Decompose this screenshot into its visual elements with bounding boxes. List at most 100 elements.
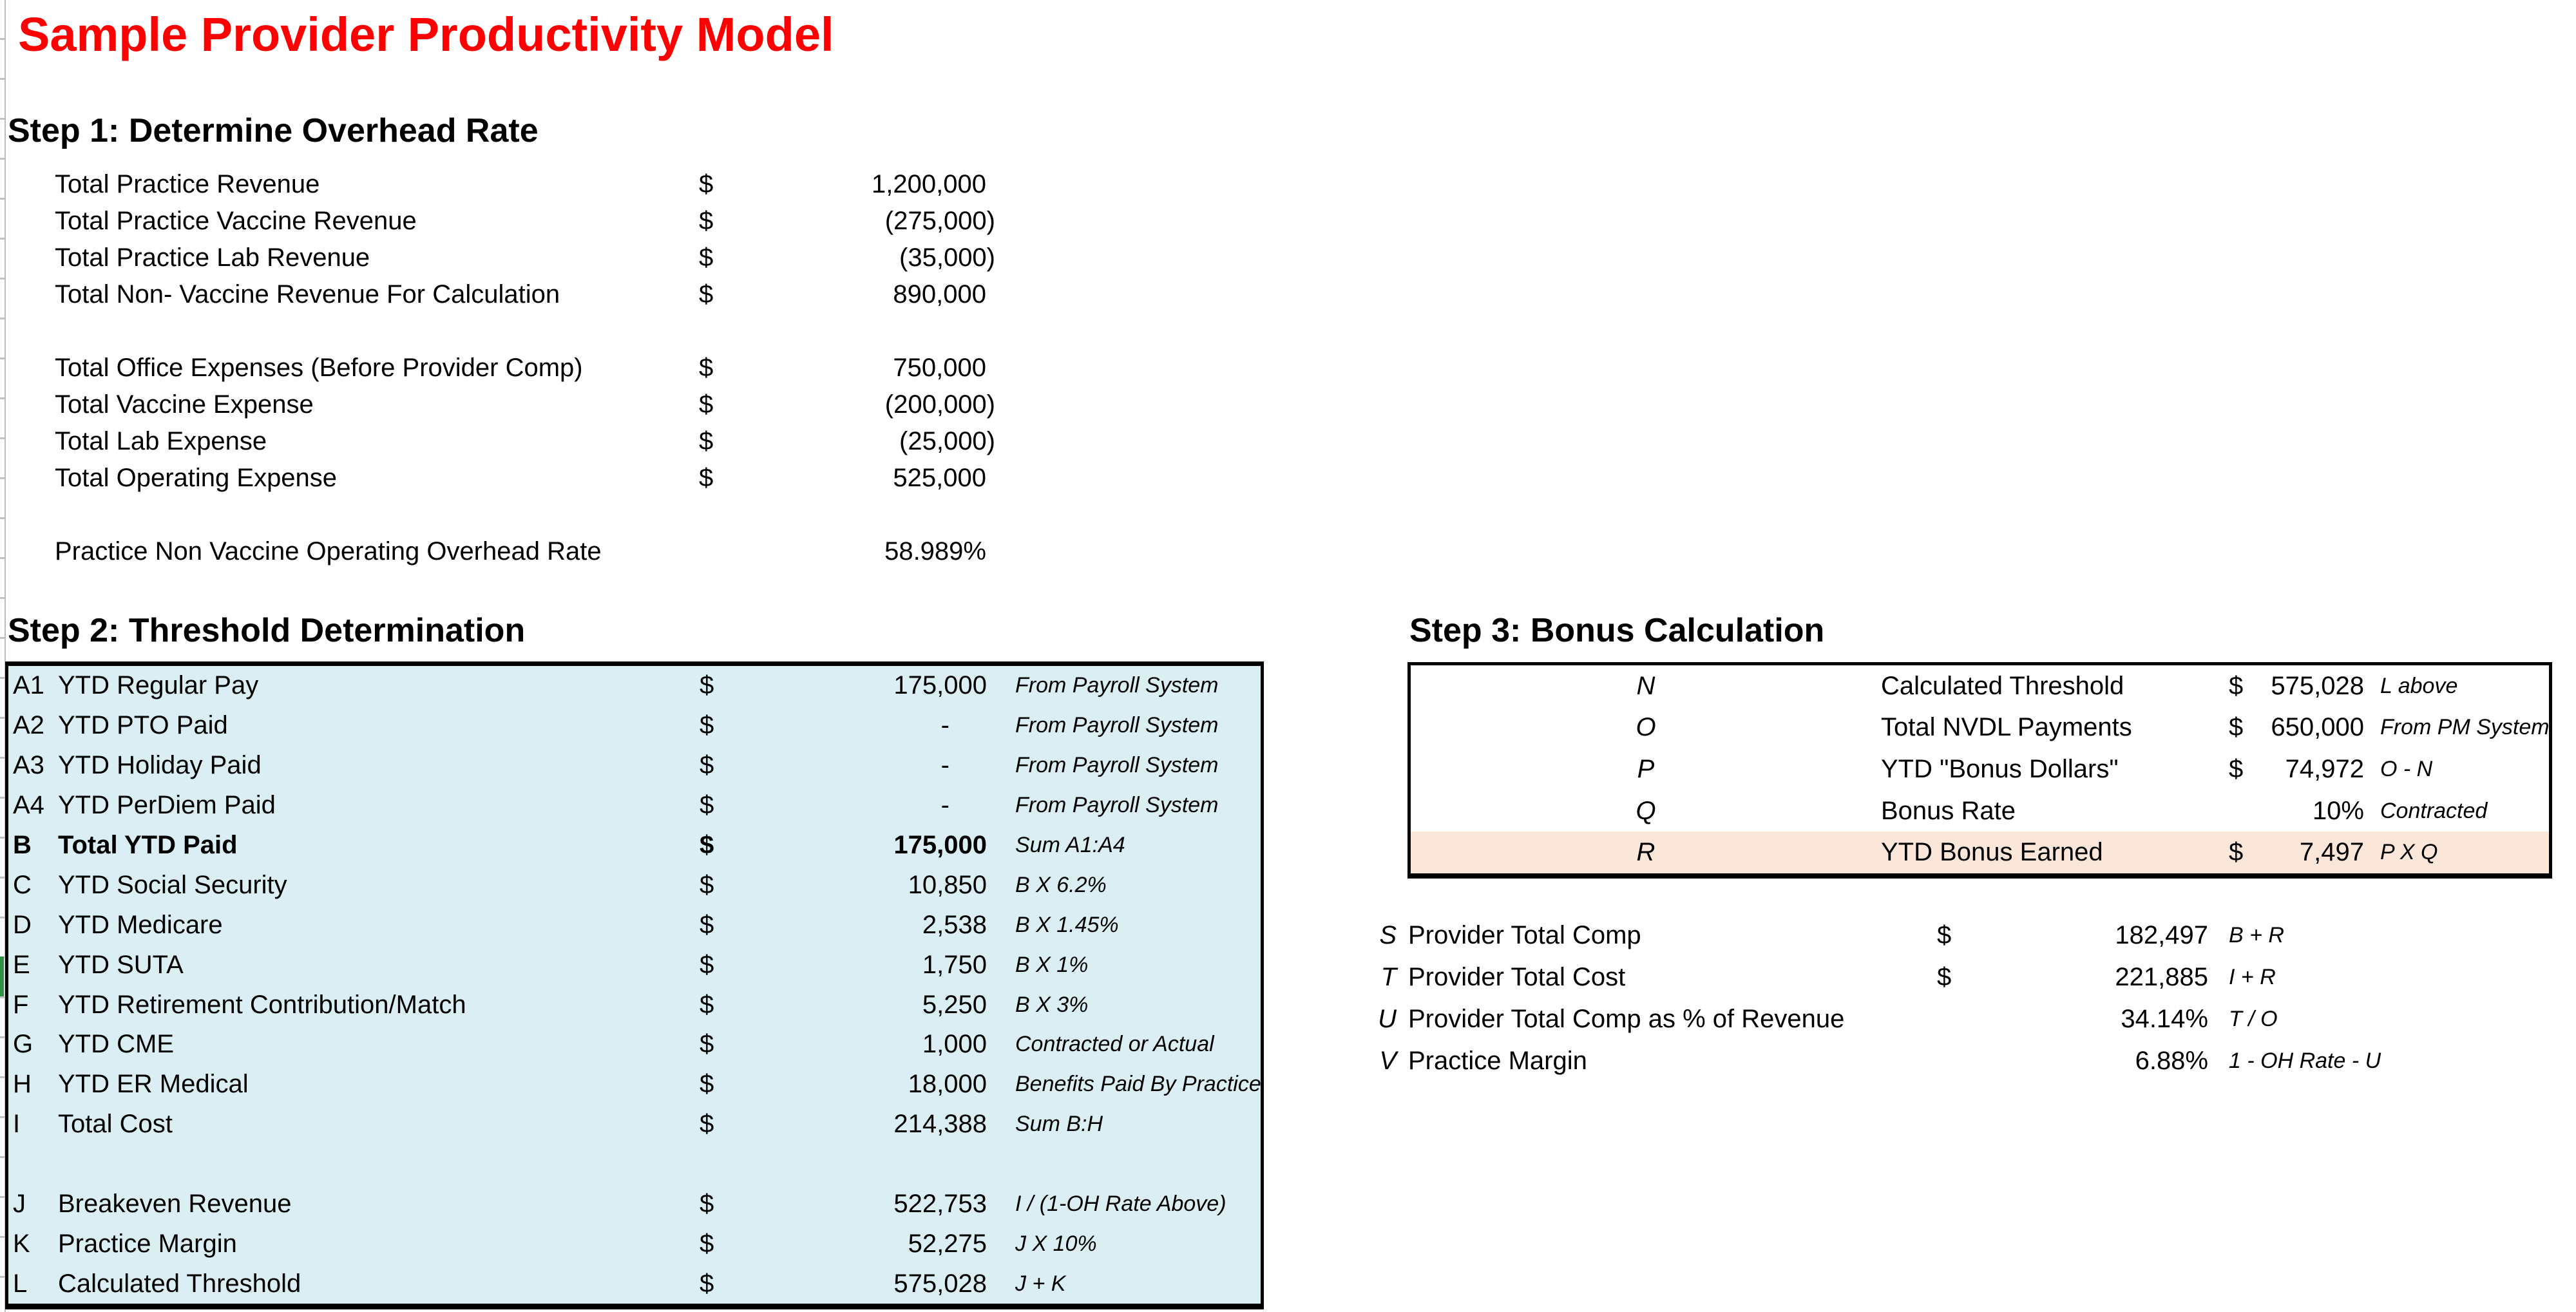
amount-cell[interactable]: 18,000 bbox=[908, 1070, 987, 1099]
row-letter-cell[interactable]: A2 bbox=[13, 711, 44, 740]
page-title[interactable]: Sample Provider Productivity Model bbox=[18, 8, 834, 61]
row-label-cell[interactable]: YTD "Bonus Dollars" bbox=[1881, 754, 2119, 783]
formula-note-cell[interactable]: J X 10% bbox=[1015, 1231, 1097, 1256]
row-letter-cell[interactable]: S bbox=[1379, 921, 1397, 949]
amount-cell[interactable]: (25,000) bbox=[899, 427, 995, 455]
currency-cell[interactable]: $ bbox=[700, 1030, 714, 1059]
formula-note-cell[interactable]: 1 - OH Rate - U bbox=[2229, 1049, 2381, 1073]
row-letter-cell[interactable]: R bbox=[1636, 838, 1655, 867]
amount-cell[interactable]: (200,000) bbox=[884, 390, 995, 419]
amount-cell[interactable]: - bbox=[940, 711, 949, 740]
currency-cell[interactable]: $ bbox=[1937, 963, 1952, 991]
row-letter-cell[interactable]: L bbox=[13, 1269, 28, 1298]
amount-cell[interactable]: $ 650,000 bbox=[2219, 713, 2364, 742]
currency-cell[interactable]: $ bbox=[700, 1229, 714, 1258]
row-label-cell[interactable]: YTD Bonus Earned bbox=[1881, 838, 2103, 867]
amount-cell[interactable]: 5,250 bbox=[922, 990, 987, 1019]
row-letter-cell[interactable]: A1 bbox=[13, 671, 44, 700]
row-label-cell[interactable]: Provider Total Comp as % of Revenue bbox=[1408, 1005, 1845, 1033]
amount-cell[interactable]: 1,200,000 bbox=[872, 170, 986, 198]
currency-cell[interactable]: $ bbox=[700, 1190, 714, 1219]
formula-note-cell[interactable]: From Payroll System bbox=[1015, 793, 1219, 818]
row-label-cell[interactable]: Total Operating Expense bbox=[55, 464, 338, 492]
currency-cell[interactable]: $ bbox=[700, 791, 714, 820]
row-label-cell[interactable]: Practice Margin bbox=[58, 1229, 237, 1258]
currency-cell[interactable]: $ bbox=[699, 390, 714, 419]
amount-cell[interactable]: 525,000 bbox=[893, 464, 986, 492]
currency-cell[interactable]: $ bbox=[699, 243, 714, 272]
amount-cell[interactable]: 34.14% bbox=[2121, 1005, 2208, 1033]
row-label-cell[interactable]: Total Vaccine Expense bbox=[55, 390, 314, 419]
currency-cell[interactable]: $ bbox=[699, 280, 714, 309]
formula-note-cell[interactable]: Sum B:H bbox=[1015, 1112, 1103, 1137]
formula-note-cell[interactable]: L above bbox=[2380, 673, 2458, 698]
currency-cell[interactable]: $ bbox=[699, 464, 714, 492]
currency-cell[interactable]: $ bbox=[700, 711, 714, 740]
row-letter-cell[interactable]: T bbox=[1380, 963, 1397, 991]
row-label-cell[interactable]: YTD SUTA bbox=[58, 950, 184, 979]
row-letter-cell[interactable]: N bbox=[1636, 671, 1655, 700]
row-letter-cell[interactable]: A3 bbox=[13, 751, 44, 780]
row-label-cell[interactable]: YTD Social Security bbox=[58, 870, 287, 899]
formula-note-cell[interactable]: B X 1% bbox=[1015, 952, 1089, 977]
row-label-cell[interactable]: Total Lab Expense bbox=[55, 427, 267, 455]
row-label-cell[interactable]: Calculated Threshold bbox=[1881, 671, 2124, 700]
row-letter-cell[interactable]: H bbox=[13, 1070, 32, 1099]
currency-cell[interactable]: $ bbox=[700, 990, 714, 1019]
amount-cell[interactable]: (35,000) bbox=[899, 243, 995, 272]
currency-cell[interactable]: $ bbox=[699, 354, 714, 382]
amount-cell[interactable]: 175,000 bbox=[893, 831, 987, 859]
formula-note-cell[interactable]: Contracted or Actual bbox=[1015, 1032, 1214, 1057]
currency-cell[interactable]: $ bbox=[1937, 921, 1952, 949]
row-label-cell[interactable]: YTD Medicare bbox=[58, 910, 223, 939]
currency-cell[interactable]: $ bbox=[699, 427, 714, 455]
row-label-cell[interactable]: Breakeven Revenue bbox=[58, 1190, 292, 1219]
row-letter-cell[interactable]: O bbox=[1636, 713, 1656, 742]
currency-cell[interactable]: $ bbox=[700, 831, 714, 859]
amount-cell[interactable]: - bbox=[940, 751, 949, 780]
amount-cell[interactable]: 1,750 bbox=[922, 950, 987, 979]
step3-heading[interactable]: Step 3: Bonus Calculation bbox=[1409, 612, 1825, 649]
row-letter-cell[interactable]: A4 bbox=[13, 791, 44, 820]
currency-cell[interactable]: $ bbox=[700, 910, 714, 939]
step1-heading[interactable]: Step 1: Determine Overhead Rate bbox=[8, 112, 539, 149]
amount-cell[interactable]: 182,497 bbox=[2115, 921, 2208, 949]
row-label-cell[interactable]: YTD CME bbox=[58, 1030, 174, 1059]
amount-cell[interactable]: 10% bbox=[2219, 797, 2364, 826]
row-label-cell[interactable]: Calculated Threshold bbox=[58, 1269, 301, 1298]
currency-cell[interactable]: $ bbox=[700, 671, 714, 700]
amount-cell[interactable]: (275,000) bbox=[884, 207, 995, 235]
row-letter-cell[interactable]: V bbox=[1379, 1047, 1397, 1075]
formula-note-cell[interactable]: Sum A1:A4 bbox=[1015, 833, 1125, 857]
currency-cell[interactable]: $ bbox=[700, 1110, 714, 1139]
row-letter-cell[interactable]: P bbox=[1637, 754, 1655, 783]
formula-note-cell[interactable]: T / O bbox=[2229, 1007, 2278, 1031]
amount-cell[interactable]: 1,000 bbox=[922, 1030, 987, 1059]
formula-note-cell[interactable]: O - N bbox=[2380, 756, 2433, 781]
row-letter-cell[interactable]: K bbox=[13, 1229, 30, 1258]
currency-cell[interactable]: $ bbox=[700, 1269, 714, 1298]
amount-cell[interactable]: 6.88% bbox=[2135, 1047, 2208, 1075]
currency-cell[interactable]: $ bbox=[700, 751, 714, 780]
row-label-cell[interactable]: Total Non- Vaccine Revenue For Calculati… bbox=[55, 280, 560, 309]
row-label-cell[interactable]: Total NVDL Payments bbox=[1881, 713, 2132, 742]
amount-cell[interactable]: 214,388 bbox=[893, 1110, 987, 1139]
formula-note-cell[interactable]: B X 3% bbox=[1015, 992, 1089, 1017]
row-label-cell[interactable]: Total Practice Vaccine Revenue bbox=[55, 207, 417, 235]
amount-cell[interactable]: 522,753 bbox=[893, 1190, 987, 1219]
amount-cell[interactable]: 175,000 bbox=[893, 671, 987, 700]
row-letter-cell[interactable]: Q bbox=[1636, 796, 1656, 825]
amount-cell[interactable]: 750,000 bbox=[893, 354, 986, 382]
step2-heading[interactable]: Step 2: Threshold Determination bbox=[8, 612, 526, 649]
row-letter-cell[interactable]: J bbox=[13, 1190, 26, 1219]
formula-note-cell[interactable]: From Payroll System bbox=[1015, 673, 1219, 698]
currency-cell[interactable]: $ bbox=[700, 950, 714, 979]
amount-cell[interactable]: 58.989% bbox=[884, 537, 986, 566]
row-label-cell[interactable]: Total YTD Paid bbox=[58, 831, 238, 859]
formula-note-cell[interactable]: From Payroll System bbox=[1015, 753, 1219, 778]
currency-cell[interactable]: $ bbox=[700, 870, 714, 899]
row-label-cell[interactable]: YTD Holiday Paid bbox=[58, 751, 262, 780]
row-label-cell[interactable]: Total Practice Lab Revenue bbox=[55, 243, 370, 272]
row-label-cell[interactable]: Total Practice Revenue bbox=[55, 170, 320, 198]
row-letter-cell[interactable]: E bbox=[13, 950, 30, 979]
